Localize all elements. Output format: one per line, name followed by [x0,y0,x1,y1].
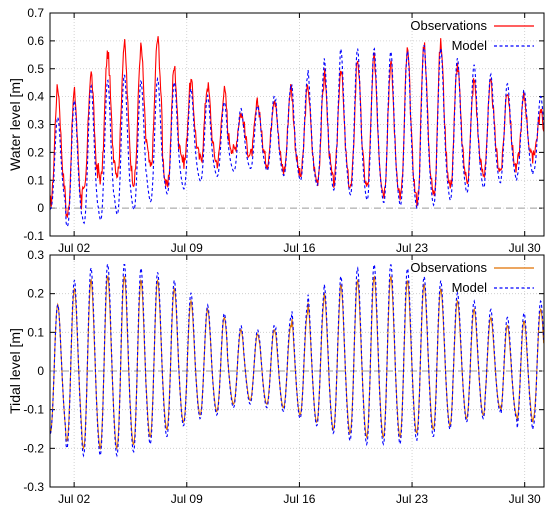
y-tick-label: 0.3 [27,118,44,132]
x-tick-label: Jul 09 [171,492,203,506]
y-tick-label: -0.1 [23,403,44,417]
legend-label: Observations [410,260,487,275]
y-tick-label: 0 [37,201,44,215]
y-tick-label: 0.7 [27,6,44,20]
y-tick-label: -0.1 [23,229,44,243]
x-tick-label: Jul 02 [58,241,90,255]
y-tick-label: 0.5 [27,62,44,76]
plot-frame [49,254,545,488]
legend: Observations Model [410,18,534,53]
y-tick-label: 0.2 [27,145,44,159]
series-model-line [50,45,544,228]
plot-frame [49,12,545,237]
y-axis-label: Water level [m] [7,78,23,171]
y-tick-label: 0 [37,364,44,378]
y-tick-label: 0.3 [27,248,44,262]
y-tick-label: 0.1 [27,325,44,339]
x-tick-label: Jul 23 [396,241,428,255]
y-tick-label: 0.4 [27,90,44,104]
x-tick-label: Jul 30 [509,241,541,255]
y-tick-label: -0.2 [23,441,44,455]
y-tick-label: 0.6 [27,34,44,48]
x-tick-label: Jul 02 [58,492,90,506]
legend-label: Model [452,38,488,53]
y-tick-label: 0.2 [27,287,44,301]
y-axis-label: Tidal level [m] [7,328,23,414]
legend-label: Model [452,280,488,295]
water-level-panel: -0.1 0 0.1 0.2 0.3 0.4 0.5 0.6 0.7 Jul 02 Jul 09 Ju… [7,6,545,255]
y-tick-label: 0.1 [27,173,44,187]
tidal-level-panel: -0.3 -0.2 -0.1 0 0.1 0.2 0.3 Jul 02 Jul 09 Jul 16… [7,248,545,506]
y-tick-label: -0.3 [23,480,44,494]
series-observations-line [50,274,544,451]
x-tick-label: Jul 09 [171,241,203,255]
x-tick-label: Jul 23 [396,492,428,506]
x-tick-label: Jul 16 [283,492,315,506]
x-tick-label: Jul 16 [283,241,315,255]
legend: Observations Model [410,260,534,295]
x-tick-label: Jul 30 [509,492,541,506]
legend-label: Observations [410,18,487,33]
series-observations-line [50,36,544,218]
